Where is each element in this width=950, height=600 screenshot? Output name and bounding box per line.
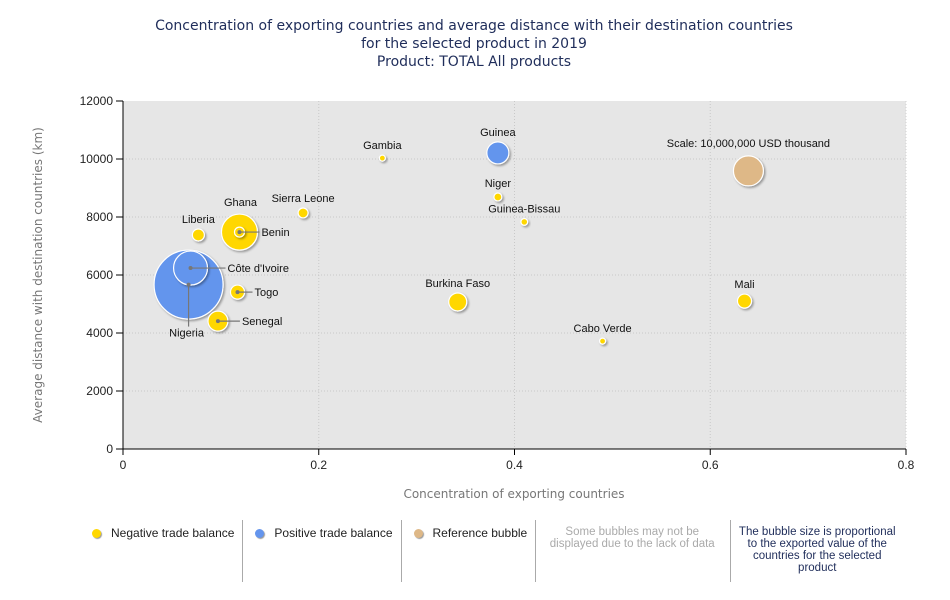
chart-title-line-3: Product: TOTAL All products [376,54,572,70]
bubble-label-c-te-d-ivoire: Côte d'Ivoire [228,263,289,275]
bubble-label-liberia: Liberia [182,214,216,226]
legend-item-reference[interactable]: Reference bubble [402,520,537,582]
bubble-label-ghana: Ghana [224,197,258,209]
legend-note-bubble-size: The bubble size is proportional to the e… [738,526,896,574]
bubble-label-benin: Benin [261,227,289,239]
legend-item-negative[interactable]: Negative trade balance [80,520,244,582]
bubble-label-gambia: Gambia [363,140,402,152]
x-tick-label: 0.8 [898,458,915,472]
bubble-gambia [378,154,386,162]
bubble-label-cabo-verde: Cabo Verde [574,323,632,335]
bubble-liberia [191,228,205,242]
legend-note-missing-data: Some bubbles may not be displayed due to… [536,520,732,582]
y-tick-label: 6000 [86,268,113,282]
bubble-cabo-verde [598,337,607,345]
legend-label: Reference bubble [432,526,528,540]
legend: Negative trade balance Positive trade ba… [80,520,905,582]
bubble-labels: Nigeria Ghana Côte d'Ivoire Guinea Senegal Bu… [169,127,830,340]
yellow-dot-icon [92,529,101,538]
bubble-label-burkina-faso: Burkina Faso [425,278,490,290]
leader-dot [235,290,240,295]
bubble-label-guinea: Guinea [480,127,516,139]
leader-dot [186,282,191,287]
x-axis-title: Concentration of exporting countries [403,487,624,501]
bubble-label-senegal: Senegal [242,316,282,328]
legend-label: Positive trade balance [274,526,393,540]
bubble-label-togo: Togo [255,287,279,299]
bubble-label-nigeria: Nigeria [169,328,205,340]
chart-title-line-1: Concentration of exporting countries and… [155,18,793,34]
tan-dot-icon [413,529,423,538]
y-tick-label: 4000 [86,326,113,340]
x-tick-label: 0.2 [310,458,327,472]
bubble-label-sierra-leone: Sierra Leone [272,193,335,205]
leader-dot [188,266,193,271]
bubble-chart: 0 2000 4000 6000 8000 10000 12000 0 0.2 0.4 0.6 0.8… [31,94,915,501]
tick-labels: 0 2000 4000 6000 8000 10000 12000 0 0.2 0.4 0.6 0.8 [80,94,915,472]
chart-title-line-2: for the selected product in 2019 [361,36,587,52]
y-tick-label: 2000 [86,384,113,398]
bubble-niger [493,192,503,202]
reference-bubble-label: Scale: 10,000,000 USD thousand [667,138,830,150]
legend-label: Negative trade balance [111,526,235,540]
bubble-sierra-leone [297,207,309,219]
blue-dot-icon [255,529,265,538]
bubble-label-niger: Niger [485,178,512,190]
bubble-guinea [486,141,510,165]
reference-bubble [732,155,765,187]
leader-dot [237,230,242,235]
y-tick-label: 0 [106,442,113,456]
bubble-mali [736,293,753,309]
x-tick-label: 0.4 [506,458,523,472]
y-tick-label: 8000 [86,210,113,224]
bubble-label-mali: Mali [734,279,754,291]
leader-dot [215,319,220,324]
bubble-burkina-faso [448,292,468,312]
bubble-guinea-bissau [520,217,529,226]
x-tick-label: 0 [120,458,127,472]
y-tick-label: 12000 [80,94,114,108]
chart-title: Concentration of exporting countries and… [0,17,948,71]
y-axis-title: Average distance with destination countr… [31,127,45,423]
axes [116,100,907,455]
bubble-label-guinea-bissau: Guinea-Bissau [488,204,560,216]
grid-lines [123,101,907,449]
y-tick-label: 10000 [80,152,114,166]
x-tick-label: 0.6 [702,458,719,472]
legend-item-positive[interactable]: Positive trade balance [243,520,402,582]
